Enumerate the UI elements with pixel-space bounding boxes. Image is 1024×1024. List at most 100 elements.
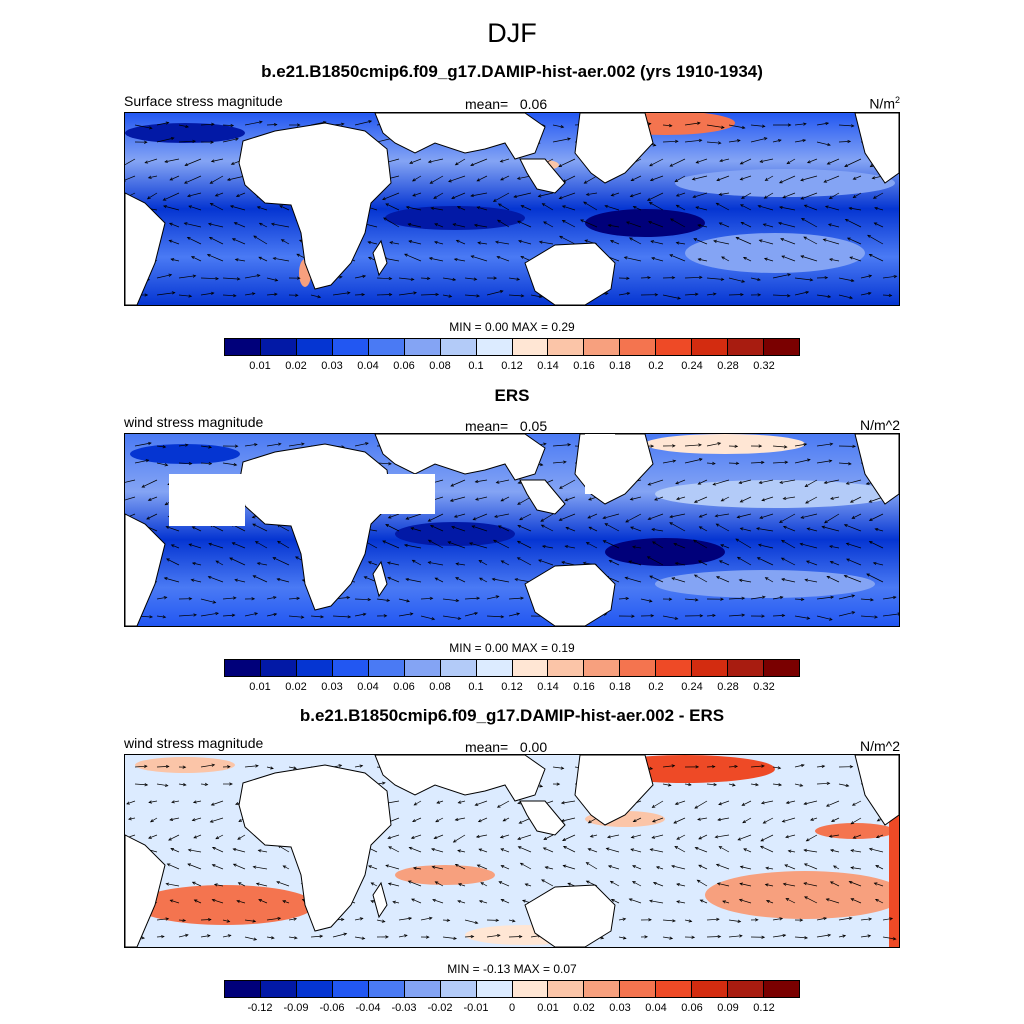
wind-arrow-head <box>542 847 547 851</box>
wind-arrow-head <box>610 899 615 903</box>
wind-arrow-head <box>476 178 481 182</box>
wind-arrow-head <box>758 480 763 484</box>
wind-arrow-head <box>274 292 278 296</box>
wind-arrow-head <box>688 919 693 923</box>
wind-arrow <box>200 935 211 938</box>
wind-arrow-head <box>477 819 482 823</box>
wind-arrow <box>169 222 180 228</box>
wind-arrow <box>208 223 224 228</box>
wind-arrow-head <box>698 138 703 143</box>
wind-arrow <box>759 513 774 519</box>
wind-arrow <box>717 882 730 887</box>
wind-arrow-head <box>520 294 525 298</box>
wind-arrow-head <box>669 522 673 526</box>
wind-arrow <box>561 561 576 566</box>
wind-arrow <box>253 866 268 870</box>
wind-arrow <box>508 277 520 280</box>
colorbar-label: 0.04 <box>357 360 379 372</box>
wind-arrow <box>739 579 752 583</box>
panel-1-units: N/m2 <box>820 95 900 112</box>
wind-arrow <box>785 834 796 838</box>
wind-arrow-head <box>149 615 154 619</box>
wind-arrow-head <box>805 290 810 294</box>
wind-arrow <box>409 847 422 853</box>
wind-arrow <box>156 462 168 466</box>
wind-arrow <box>779 175 796 184</box>
wind-arrow <box>398 613 413 617</box>
colorbar-label: -0.01 <box>463 1002 489 1014</box>
wind-arrow-head <box>876 818 881 822</box>
wind-arrow <box>455 577 466 583</box>
wind-arrow-head <box>556 782 561 786</box>
wind-arrow <box>178 140 196 143</box>
wind-arrow-head <box>824 520 828 524</box>
wind-arrow <box>530 294 542 298</box>
wind-arrow <box>699 513 708 518</box>
wind-arrow-head <box>182 918 187 922</box>
wind-arrow-head <box>148 126 153 130</box>
wind-arrow <box>626 221 642 228</box>
wind-arrow-head <box>209 819 214 823</box>
wind-arrow <box>470 158 488 166</box>
wind-arrow-head <box>539 784 544 788</box>
colorbar-box <box>512 981 549 997</box>
wind-arrow <box>404 544 422 549</box>
wind-arrow-head <box>762 820 767 824</box>
wind-arrow-head <box>652 881 657 885</box>
wind-arrow-head <box>435 819 439 823</box>
wind-arrow <box>782 192 796 199</box>
wind-arrow-head <box>407 880 412 884</box>
wind-arrow-head <box>161 935 165 939</box>
wind-arrow <box>740 204 752 211</box>
panel-1-map[interactable] <box>124 112 900 306</box>
panel-3-map[interactable] <box>124 754 900 948</box>
wind-arrow-head <box>720 125 725 129</box>
wind-arrow-head <box>164 159 168 164</box>
wind-arrow-head <box>338 764 343 768</box>
wind-arrow-head <box>851 515 856 519</box>
wind-arrow <box>354 765 363 768</box>
wind-arrow-head <box>869 164 874 168</box>
wind-arrow-head <box>845 542 850 546</box>
panel-1-mean-label: mean= <box>465 96 509 112</box>
wind-arrow <box>794 291 809 296</box>
wind-arrow <box>469 542 488 549</box>
wind-arrow-head <box>558 164 562 167</box>
wind-arrow <box>171 800 180 803</box>
panel-1-contour-north-atl <box>125 123 245 143</box>
wind-arrow-head <box>480 882 485 886</box>
wind-arrow-head <box>699 899 704 903</box>
wind-arrow <box>698 258 708 262</box>
panel-2-missing-data-atlantic <box>169 474 245 526</box>
wind-arrow-head <box>559 235 563 239</box>
wind-arrow <box>662 765 675 768</box>
wind-arrow-head <box>164 463 169 467</box>
wind-arrow-head <box>430 206 435 210</box>
wind-arrow-head <box>370 882 375 886</box>
wind-arrow-head <box>785 898 790 902</box>
wind-arrow-head <box>227 765 231 769</box>
wind-arrow-head <box>273 596 277 600</box>
wind-arrow <box>631 175 642 181</box>
wind-arrow <box>728 614 745 617</box>
wind-arrow-head <box>648 899 653 903</box>
wind-arrow <box>479 900 488 904</box>
panel-2-map[interactable] <box>124 433 900 627</box>
wind-arrow <box>781 255 796 262</box>
wind-arrow <box>816 122 829 126</box>
panel-2-contour-pacific-south <box>655 570 875 598</box>
wind-arrow-head <box>647 276 652 280</box>
wind-arrow <box>191 256 202 262</box>
wind-arrow <box>354 598 371 601</box>
wind-arrow-head <box>874 206 878 210</box>
wind-arrow <box>801 218 818 228</box>
wind-arrow-head <box>739 865 744 869</box>
wind-arrow <box>671 865 686 870</box>
wind-arrow-head <box>520 205 525 209</box>
wind-arrow-head <box>209 203 214 207</box>
wind-arrow-head <box>433 195 437 199</box>
wind-arrow <box>545 866 554 870</box>
wind-arrow-head <box>563 460 567 464</box>
wind-arrow <box>804 849 818 853</box>
colorbar-box <box>260 981 297 997</box>
